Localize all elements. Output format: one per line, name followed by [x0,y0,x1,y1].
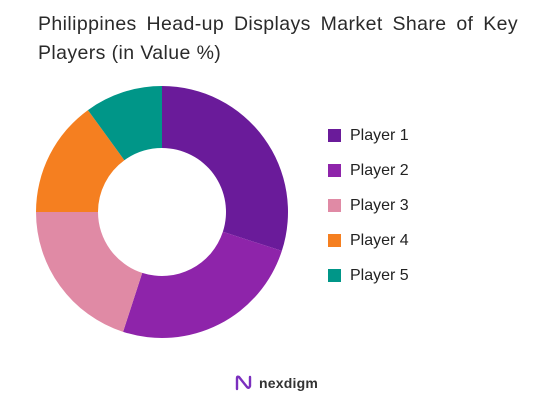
legend-swatch [328,129,341,142]
chart-title: Philippines Head-up Displays Market Shar… [38,13,518,64]
legend-swatch [328,234,341,247]
legend-item-4: Player 4 [328,223,409,258]
legend-label: Player 3 [350,196,409,214]
donut-slice-4 [36,110,125,212]
legend-item-2: Player 2 [328,153,409,188]
donut-slice-1 [162,86,289,251]
donut-slice-5 [87,86,162,161]
donut-slice-2 [123,231,282,338]
legend-label: Player 2 [350,161,409,179]
legend-swatch [328,164,341,177]
legend-label: Player 5 [350,266,409,284]
legend-swatch [328,269,341,282]
brand-logo: nexdigm [0,374,553,392]
legend-label: Player 1 [350,126,409,144]
legend-item-3: Player 3 [328,188,409,223]
legend-item-5: Player 5 [328,258,409,293]
legend-item-1: Player 1 [328,118,409,153]
legend-label: Player 4 [350,231,409,249]
brand-name: nexdigm [259,375,318,391]
chart-legend: Player 1 Player 2 Player 3 Player 4 Player 5 [328,118,409,293]
legend-swatch [328,199,341,212]
nexdigm-logo-icon [235,375,252,391]
donut-slice-3 [36,212,143,332]
